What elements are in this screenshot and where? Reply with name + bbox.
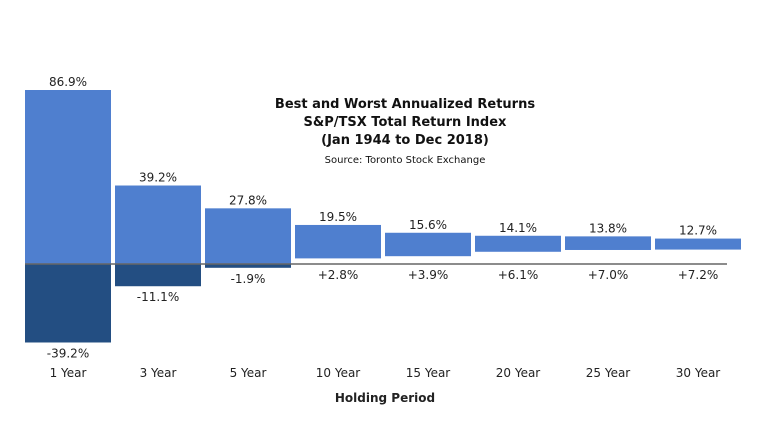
best-value-label-2: 39.2% <box>139 171 177 185</box>
best-value-label-3: 27.8% <box>229 193 267 207</box>
best-bar-1 <box>25 90 111 264</box>
x-tick-label-7: 25 Year <box>586 366 631 380</box>
best-bar-2 <box>115 185 201 264</box>
x-tick-label-2: 3 Year <box>140 366 177 380</box>
worst-value-label-5: +3.9% <box>408 268 449 282</box>
worst-value-label-3: -1.9% <box>231 272 266 286</box>
worst-gap-7 <box>565 249 651 264</box>
x-tick-label-4: 10 Year <box>316 366 361 380</box>
best-bar-3 <box>205 208 291 264</box>
best-value-label-8: 12.7% <box>679 224 717 238</box>
worst-value-label-6: +6.1% <box>498 268 539 282</box>
best-value-label-1: 86.9% <box>49 75 87 89</box>
x-tick-label-1: 1 Year <box>50 366 87 380</box>
worst-gap-8 <box>655 249 741 264</box>
chart-title-line-1: Best and Worst Annualized Returns <box>275 97 535 112</box>
worst-value-label-8: +7.2% <box>678 268 719 282</box>
chart-title-line-3: (Jan 1944 to Dec 2018) <box>321 133 489 148</box>
worst-value-label-7: +7.0% <box>588 268 629 282</box>
best-value-label-4: 19.5% <box>319 210 357 224</box>
best-value-label-6: 14.1% <box>499 221 537 235</box>
x-axis-title: Holding Period <box>335 391 435 405</box>
x-tick-label-5: 15 Year <box>406 366 451 380</box>
worst-gap-4 <box>295 258 381 264</box>
worst-gap-5 <box>385 256 471 264</box>
best-value-label-5: 15.6% <box>409 218 447 232</box>
worst-bar-1 <box>25 264 111 343</box>
worst-bar-2 <box>115 264 201 287</box>
worst-value-label-2: -11.1% <box>137 290 179 304</box>
worst-value-label-4: +2.8% <box>318 268 359 282</box>
bars-layer <box>25 90 741 343</box>
worst-gap-6 <box>475 251 561 264</box>
x-tick-label-3: 5 Year <box>230 366 267 380</box>
worst-value-label-1: -39.2% <box>47 346 89 360</box>
best-bar-4 <box>295 224 381 264</box>
x-tick-label-6: 20 Year <box>496 366 541 380</box>
best-value-label-7: 13.8% <box>589 221 627 235</box>
labels-layer: 86.9% -39.2% 1 Year 39.2% -11.1% 3 Year 27.8% -… <box>47 75 721 380</box>
x-tick-label-8: 30 Year <box>676 366 721 380</box>
chart-subtitle: Source: Toronto Stock Exchange <box>325 155 486 166</box>
worst-bar-3 <box>205 264 291 268</box>
chart-title-line-2: S&P/TSX Total Return Index <box>304 115 507 130</box>
